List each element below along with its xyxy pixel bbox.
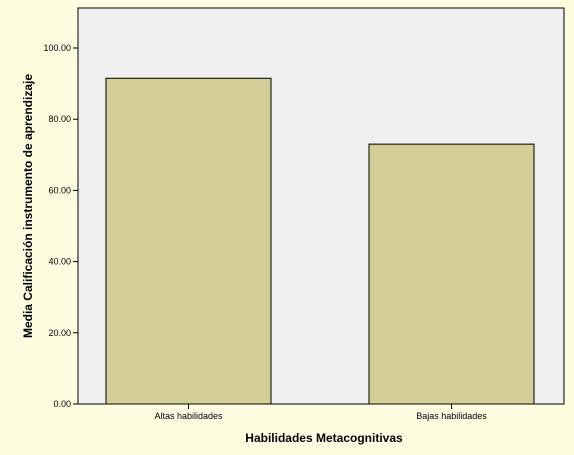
y-tick-label: 60.00 — [48, 185, 71, 195]
y-axis-title: Media Calificación instrumento de aprend… — [21, 74, 35, 338]
y-axis: 0.00 20.00 40.00 60.00 80.00 100.00 — [43, 43, 78, 409]
x-tick-label: Bajas habilidades — [416, 411, 487, 421]
bar — [368, 143, 535, 405]
y-tick-label: 40.00 — [48, 257, 71, 267]
y-tick-label: 0.00 — [53, 399, 71, 409]
bars — [105, 77, 535, 405]
y-tick-label: 100.00 — [43, 43, 71, 53]
x-axis: Altas habilidades Bajas habilidades — [154, 404, 487, 421]
x-axis-title: Habilidades Metacognitivas — [245, 431, 403, 445]
y-tick-label: 80.00 — [48, 114, 71, 124]
bar — [105, 77, 272, 405]
x-tick-label: Altas habilidades — [154, 411, 223, 421]
y-tick-label: 20.00 — [48, 328, 71, 338]
